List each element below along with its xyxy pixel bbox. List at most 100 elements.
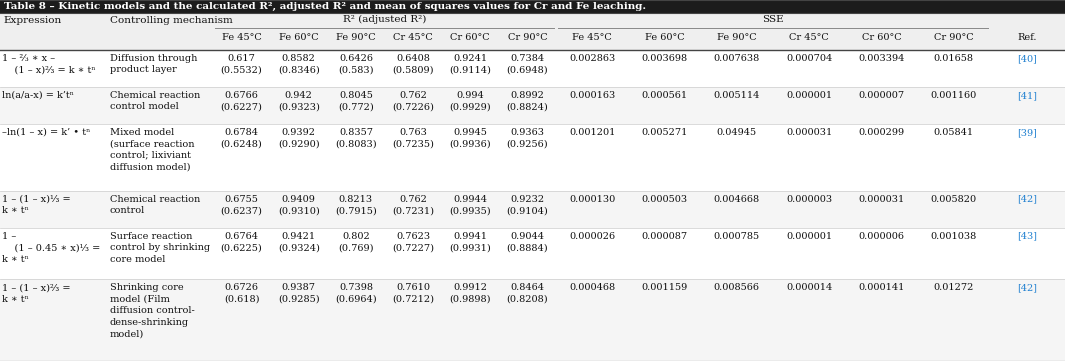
Text: 0.9409: 0.9409 [282,195,315,204]
Text: control by shrinking: control by shrinking [110,243,210,252]
Text: 0.003394: 0.003394 [858,54,904,63]
Text: (0.583): (0.583) [339,65,374,74]
Text: 0.6426: 0.6426 [339,54,373,63]
Text: 0.6784: 0.6784 [225,128,259,137]
Text: 0.8045: 0.8045 [339,91,373,100]
Text: Fe 60°C: Fe 60°C [279,33,318,42]
Text: 0.05841: 0.05841 [934,128,973,137]
Text: (0.6964): (0.6964) [335,295,377,304]
Text: (0.9324): (0.9324) [278,243,320,252]
Text: 1 – ⅔ ∗ x –: 1 – ⅔ ∗ x – [2,54,55,63]
Text: [43]: [43] [1017,231,1037,240]
Text: R² (adjusted R²): R² (adjusted R²) [343,15,426,24]
Text: (0.6227): (0.6227) [220,103,262,112]
Text: 0.6766: 0.6766 [225,91,259,100]
Text: 0.9944: 0.9944 [454,195,488,204]
Text: control; lixiviant: control; lixiviant [110,151,191,160]
Text: 0.7384: 0.7384 [510,54,544,63]
Text: (0.8884): (0.8884) [507,243,548,252]
Text: 0.6755: 0.6755 [225,195,259,204]
Text: Table 8 – Kinetic models and the calculated R², adjusted R² and mean of squares : Table 8 – Kinetic models and the calcula… [4,2,646,11]
Text: 0.002863: 0.002863 [569,54,616,63]
Text: Controlling mechanism: Controlling mechanism [110,16,233,25]
Text: [42]: [42] [1017,195,1037,204]
Bar [0,31,1065,50]
Text: (0.9256): (0.9256) [507,139,548,148]
Text: (0.8083): (0.8083) [335,139,377,148]
Text: 0.000031: 0.000031 [786,128,832,137]
Text: 0.000007: 0.000007 [858,91,904,100]
Text: (0.9935): (0.9935) [449,206,491,215]
Text: Fe 60°C: Fe 60°C [644,33,685,42]
Text: control model: control model [110,103,179,112]
Text: 0.008566: 0.008566 [714,283,759,292]
Text: 0.994: 0.994 [457,91,485,100]
Text: 0.000014: 0.000014 [786,283,832,292]
Text: Diffusion through: Diffusion through [110,54,197,63]
Text: (0.618): (0.618) [224,295,260,304]
Text: (0.9898): (0.9898) [449,295,491,304]
Text: (0.6225): (0.6225) [220,243,262,252]
Text: 0.000704: 0.000704 [786,54,832,63]
Text: 0.001201: 0.001201 [569,128,616,137]
Text: product layer: product layer [110,65,177,74]
Text: k ∗ tⁿ: k ∗ tⁿ [2,295,29,304]
Text: 0.000163: 0.000163 [569,91,616,100]
Text: (0.7227): (0.7227) [392,243,435,252]
Bar [0,50,1065,87]
Text: Fe 45°C: Fe 45°C [222,33,262,42]
Text: Chemical reaction: Chemical reaction [110,195,200,204]
Text: k ∗ tⁿ: k ∗ tⁿ [2,255,29,264]
Text: 0.000031: 0.000031 [858,195,904,204]
Text: Cr 90°C: Cr 90°C [508,33,547,42]
Text: 0.7610: 0.7610 [396,283,430,292]
Text: (0.769): (0.769) [339,243,374,252]
Text: (0.6948): (0.6948) [507,65,548,74]
Text: 0.005114: 0.005114 [714,91,760,100]
Text: Ref.: Ref. [1018,33,1037,42]
Text: 0.762: 0.762 [399,195,427,204]
Text: Cr 90°C: Cr 90°C [934,33,973,42]
Text: 0.8992: 0.8992 [510,91,544,100]
Text: k ∗ tⁿ: k ∗ tⁿ [2,206,29,215]
Text: 0.004668: 0.004668 [714,195,760,204]
Text: 0.6726: 0.6726 [225,283,259,292]
Text: 0.01272: 0.01272 [934,283,974,292]
Text: ln(a/a-x) = k’tⁿ: ln(a/a-x) = k’tⁿ [2,91,73,100]
Text: (0.9114): (0.9114) [449,65,491,74]
Text: 0.000130: 0.000130 [569,195,616,204]
Text: 0.000785: 0.000785 [714,231,760,240]
Text: core model: core model [110,255,165,264]
Text: 0.9044: 0.9044 [510,231,544,240]
Text: 0.04945: 0.04945 [717,128,757,137]
Text: 0.6408: 0.6408 [396,54,430,63]
Text: 0.005820: 0.005820 [931,195,977,204]
Text: [42]: [42] [1017,283,1037,292]
Text: Expression: Expression [3,16,62,25]
Text: 0.942: 0.942 [284,91,313,100]
Text: Cr 60°C: Cr 60°C [862,33,901,42]
Text: 0.9232: 0.9232 [510,195,544,204]
Text: 0.005271: 0.005271 [641,128,688,137]
Bar [0,13,1065,31]
Text: SSE: SSE [763,15,784,24]
Text: Fe 90°C: Fe 90°C [337,33,376,42]
Text: 0.7398: 0.7398 [339,283,373,292]
Bar [0,124,1065,191]
Bar [0,227,1065,279]
Text: (0.5809): (0.5809) [392,65,433,74]
Text: diffusion model): diffusion model) [110,162,191,171]
Text: Fe 90°C: Fe 90°C [717,33,756,42]
Text: 0.000503: 0.000503 [641,195,688,204]
Text: 0.617: 0.617 [228,54,256,63]
Text: (0.9104): (0.9104) [507,206,548,215]
Text: 0.8464: 0.8464 [510,283,544,292]
Text: 0.7623: 0.7623 [396,231,430,240]
Text: 0.9363: 0.9363 [510,128,544,137]
Bar [0,0,1065,13]
Text: 0.763: 0.763 [399,128,427,137]
Text: 0.000006: 0.000006 [858,231,904,240]
Text: 0.000141: 0.000141 [858,283,904,292]
Text: [41]: [41] [1017,91,1037,100]
Text: dense-shrinking: dense-shrinking [110,318,190,327]
